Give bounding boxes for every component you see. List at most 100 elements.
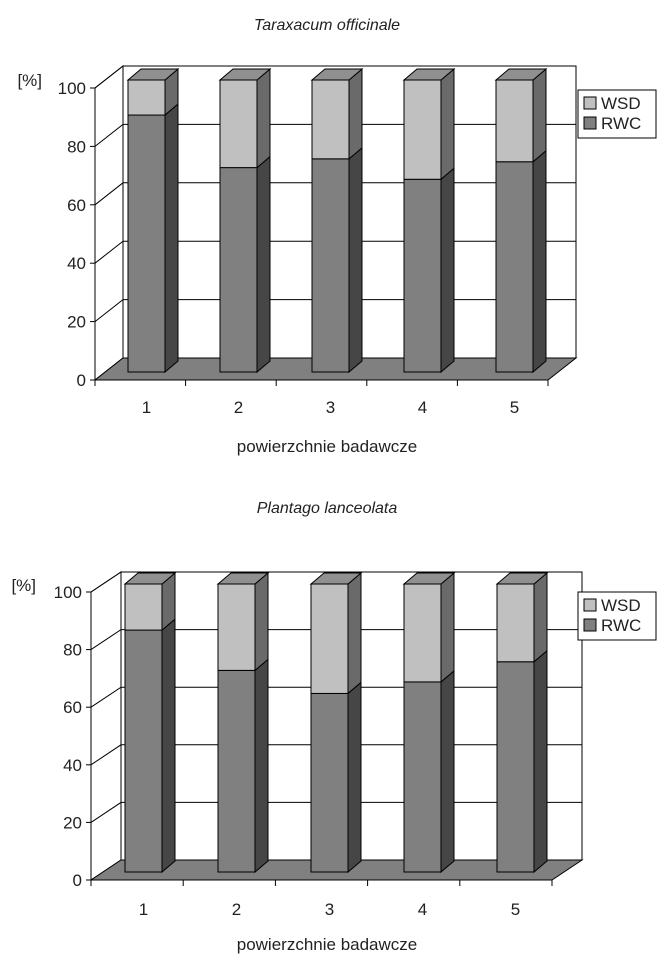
bar-top [494,68,548,81]
bar-top [402,572,456,585]
bar-rwc-2 [219,155,271,374]
bar-side [348,67,363,160]
x-tick-label: 4 [418,900,427,919]
bar-rwc-1 [127,102,179,374]
legend-swatch-wsd [583,96,597,110]
y-tick-label: 40 [67,254,86,273]
bar-wsd-3 [310,67,364,160]
side-wall [94,64,124,382]
bar-front [217,669,256,873]
bar-side [533,571,548,663]
bar-front [124,583,163,631]
legend-swatch-wsd [583,598,597,612]
bar-front [310,583,349,694]
bar-front [310,692,349,873]
x-tick-label: 5 [510,398,519,417]
legend-swatch-rwc [583,116,597,130]
bar-top [123,572,177,585]
legend-label-wsd: WSD [601,596,641,615]
bar-side [348,146,363,374]
bar-front [219,79,258,169]
bar-front [496,583,535,663]
bar-rwc-5 [496,649,548,874]
chart-title: Plantago lanceolata [257,500,398,517]
bar-front [403,178,442,373]
x-tick-label: 3 [326,398,335,417]
bar-rwc-1 [124,618,176,874]
chart-title: Taraxacum officinale [254,17,400,34]
bar-wsd-4 [402,571,456,683]
y-tick-label: 20 [67,313,86,332]
bar-wsd-5 [494,67,548,163]
bar-wsd-5 [495,571,549,663]
y-tick-label: 0 [77,371,86,390]
x-tick-label: 2 [234,398,243,417]
bar-front [496,661,535,873]
bar-side [161,618,176,874]
bar-top [126,68,180,81]
bar-front [311,79,350,160]
y-tick-label: 60 [67,196,86,215]
y-tick-label: 80 [67,137,86,156]
bar-side [440,571,455,683]
y-tick-label: 40 [63,756,82,775]
bar-front [403,79,442,180]
bar-rwc-3 [310,681,362,874]
bar-top [218,68,272,81]
bar-front [403,583,442,683]
y-tick-label: 100 [54,583,82,602]
x-axis-label: powierzchnie badawcze [237,935,418,954]
bar-front [219,167,258,373]
bar-front [403,681,442,873]
gridline [90,571,582,593]
bar-side [532,149,547,374]
x-tick-label: 1 [142,398,151,417]
x-tick-label: 4 [418,398,427,417]
bar-front [495,161,534,373]
y-axis-label: [%] [17,71,42,90]
x-tick-label: 3 [325,900,334,919]
bar-top [402,68,456,81]
bar-rwc-5 [495,149,547,374]
y-tick-label: 80 [63,641,82,660]
bar-side [254,658,269,874]
bar-front [217,583,256,671]
bar-top [495,572,549,585]
legend-label-wsd: WSD [601,94,641,113]
bar-rwc-2 [217,658,269,874]
bar-side [347,571,362,695]
bar-side [347,681,362,874]
bar-side [256,155,271,374]
bar-rwc-3 [311,146,363,374]
bar-front [124,629,163,873]
x-axis-label: powierzchnie badawcze [237,437,418,456]
side-wall [90,571,122,881]
bar-front [311,158,350,373]
x-tick-label: 5 [511,900,520,919]
gridline [94,65,576,89]
bar-front [495,79,534,163]
y-tick-label: 20 [63,813,82,832]
bar-wsd-1 [126,67,180,117]
bar-side [533,649,548,874]
x-tick-label: 1 [139,900,148,919]
bar-side [164,102,179,374]
bar-side [440,167,455,374]
bar-side [440,67,455,181]
bar-front [127,114,166,373]
legend-label-rwc: RWC [601,616,641,635]
x-tick-label: 2 [232,900,241,919]
bar-wsd-1 [123,571,177,632]
bar-rwc-4 [403,167,455,374]
bar-side [254,571,269,672]
y-tick-label: 0 [73,871,82,890]
bar-side [440,669,455,874]
bar-wsd-2 [216,571,270,672]
bar-top [310,68,364,81]
y-tick-label: 100 [58,79,86,98]
bar-front [127,79,166,116]
bar-wsd-2 [218,67,272,169]
